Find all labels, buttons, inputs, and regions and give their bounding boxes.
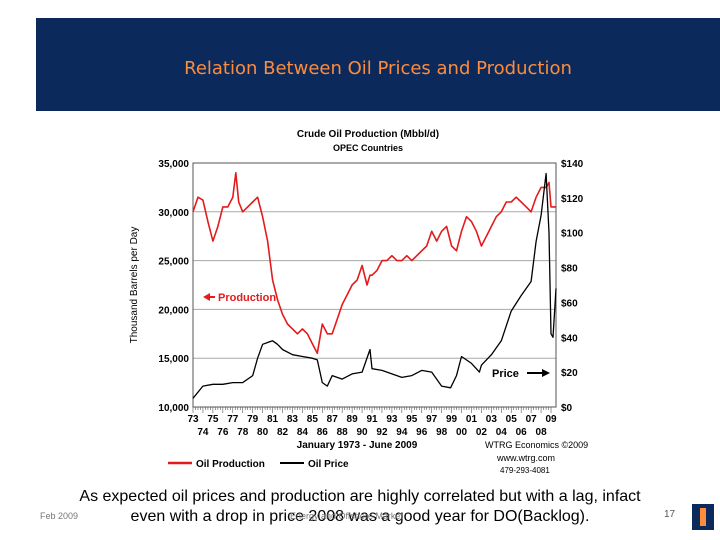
x-tick-label: 02 — [476, 427, 488, 438]
x-tick-label: 89 — [347, 414, 359, 425]
x-tick-label: 93 — [386, 414, 398, 425]
legend: Oil Production Oil Price — [168, 459, 349, 470]
x-tick-label: 87 — [327, 414, 339, 425]
x-tick-label: 01 — [466, 414, 478, 425]
x-tick-label: 91 — [366, 414, 378, 425]
footer-center-text: Energy and Offshore Market — [290, 511, 403, 521]
y2-tick-label: $60 — [561, 298, 578, 309]
slide-title: Relation Between Oil Prices and Producti… — [184, 58, 572, 79]
y2-tick-label: $140 — [561, 159, 584, 170]
price-arrow — [542, 369, 550, 377]
title-banner: Relation Between Oil Prices and Producti… — [36, 18, 720, 111]
y-axis-label: Thousand Barrels per Day — [129, 227, 140, 344]
x-tick-label: 78 — [237, 427, 249, 438]
production-arrow — [203, 293, 210, 301]
x-tick-label: 96 — [416, 427, 428, 438]
y2-tick-label: $120 — [561, 194, 584, 205]
footer-date: Feb 2009 — [40, 511, 79, 521]
caption-line-1: As expected oil prices and production ar… — [79, 488, 641, 505]
production-annotation-label: Production — [218, 292, 276, 304]
price-annotation: Price — [492, 368, 550, 380]
x-tick-label: 88 — [337, 427, 349, 438]
x-tick-label: 83 — [287, 414, 299, 425]
x-tick-label: 04 — [496, 427, 508, 438]
y2-tick-label: $40 — [561, 333, 578, 344]
x-tick-label: 97 — [426, 414, 438, 425]
price-series-line — [192, 172, 557, 399]
x-tick-label: 73 — [187, 414, 199, 425]
x-tick-label: 05 — [506, 414, 518, 425]
x-tick-label: 08 — [536, 427, 548, 438]
x-tick-label: 00 — [456, 427, 468, 438]
source-line-3: 479-293-4081 — [500, 466, 550, 475]
x-tick-label: 85 — [307, 414, 319, 425]
x-tick-label: 92 — [376, 427, 388, 438]
university-logo — [692, 504, 714, 530]
x-tick-label: 06 — [516, 427, 528, 438]
caption-line-2: even with a drop in price 2008 was a goo… — [130, 508, 590, 525]
chart-title: Crude Oil Production (Mbbl/d) — [297, 129, 439, 140]
y2-tick-label: $20 — [561, 368, 578, 379]
y-tick-label: 25,000 — [158, 257, 189, 268]
x-tick-label: 94 — [396, 427, 408, 438]
slide-caption: As expected oil prices and production ar… — [0, 487, 720, 527]
x-axis-label: January 1973 - June 2009 — [297, 440, 418, 451]
x-tick-label: 80 — [257, 427, 269, 438]
x-tick-label: 76 — [217, 427, 229, 438]
y-tick-label: 30,000 — [158, 208, 189, 219]
y-tick-label: 20,000 — [158, 305, 189, 316]
x-tick-label: 90 — [357, 427, 369, 438]
chart-subtitle: OPEC Countries — [333, 143, 403, 153]
x-tick-label: 74 — [197, 427, 209, 438]
legend-label-production: Oil Production — [196, 459, 265, 470]
source-line-2: www.wtrg.com — [496, 453, 555, 463]
x-tick-label: 79 — [247, 414, 259, 425]
oil-chart: Crude Oil Production (Mbbl/d) OPEC Count… — [129, 129, 588, 475]
x-tick-label: 99 — [446, 414, 458, 425]
legend-label-price: Oil Price — [308, 459, 349, 470]
x-tick-label: 81 — [267, 414, 279, 425]
x-tick-label: 95 — [406, 414, 418, 425]
x-tick-label: 75 — [207, 414, 219, 425]
x-tick-label: 07 — [526, 414, 538, 425]
x-tick-label: 84 — [297, 427, 309, 438]
y2-tick-label: $0 — [561, 403, 573, 414]
page-number: 17 — [664, 509, 676, 520]
source-line-1: WTRG Economics ©2009 — [485, 440, 588, 450]
production-series-line — [192, 171, 556, 355]
x-tick-label: 82 — [277, 427, 289, 438]
production-annotation: Production — [203, 292, 276, 304]
x-tick-label: 03 — [486, 414, 498, 425]
y2-tick-label: $80 — [561, 264, 578, 275]
x-tick-label: 09 — [545, 414, 557, 425]
y-tick-label: 10,000 — [158, 403, 189, 414]
y-tick-label: 15,000 — [158, 354, 189, 365]
y2-tick-label: $100 — [561, 229, 584, 240]
y-tick-label: 35,000 — [158, 159, 189, 170]
x-tick-label: 98 — [436, 427, 448, 438]
price-annotation-label: Price — [492, 368, 519, 380]
x-tick-label: 77 — [227, 414, 239, 425]
x-tick-label: 86 — [317, 427, 329, 438]
